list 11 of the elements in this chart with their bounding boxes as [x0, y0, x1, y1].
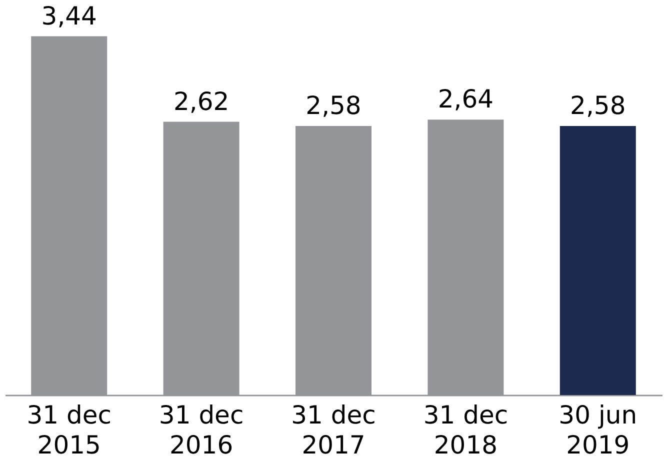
- data-label: 2,58: [306, 90, 362, 120]
- x-tick-label: 31 dec 2017: [291, 400, 376, 460]
- data-label: 3,44: [41, 1, 97, 30]
- x-tick-label: 31 dec 2016: [158, 400, 244, 460]
- x-tick-label: 31 dec 2015: [26, 400, 112, 460]
- data-label: 2,58: [570, 90, 626, 120]
- x-tick-label: 30 jun 2019: [558, 400, 638, 460]
- x-tick-label: 31 dec 2018: [423, 400, 508, 460]
- data-label: 2,62: [173, 86, 230, 116]
- data-label: 2,64: [438, 84, 494, 114]
- bar: [560, 126, 636, 395]
